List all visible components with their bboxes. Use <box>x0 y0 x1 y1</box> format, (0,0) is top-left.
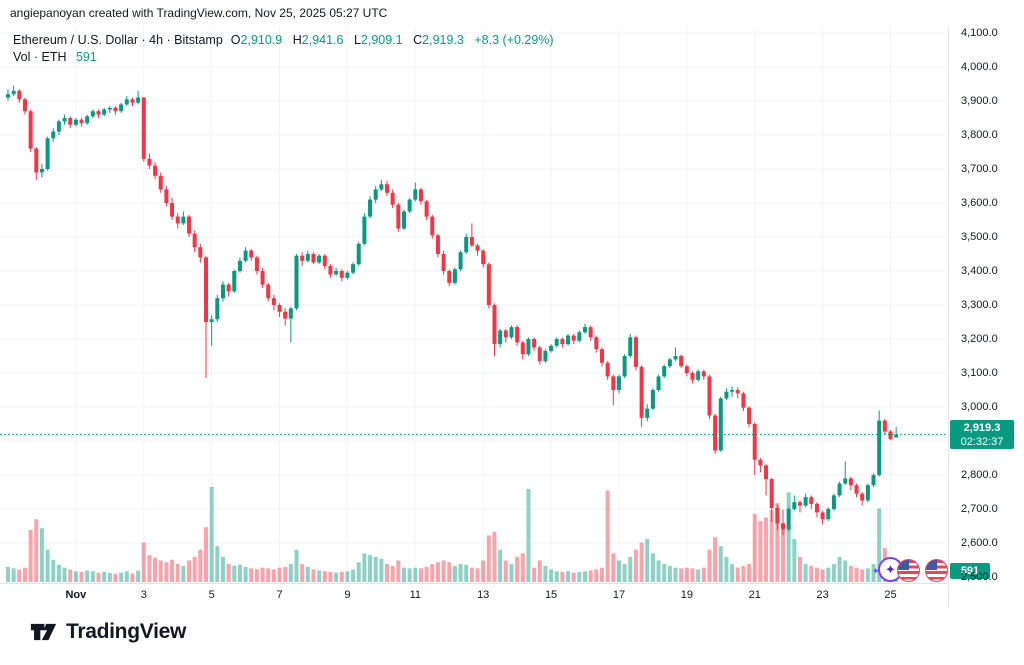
legend-volume-row[interactable]: Vol · ETH 591 <box>13 49 554 66</box>
price-axis-label: 4,100.0 <box>961 27 998 39</box>
time-axis-label: 5 <box>208 589 215 601</box>
legend-symbol-row[interactable]: Ethereum / U.S. Dollar · 4h · Bitstamp O2… <box>13 32 554 49</box>
ohlc-item: L2,909.1 <box>353 33 403 47</box>
price-axis-label: 3,700.0 <box>961 163 998 175</box>
price-axis-label: 2,500.0 <box>961 571 998 583</box>
price-axis-label: 3,200.0 <box>961 333 998 345</box>
candlestick-chart[interactable] <box>0 0 1024 610</box>
ohlc-values: O2,910.9 H2,941.6 L2,909.1 C2,919.3 +8.3… <box>231 33 554 47</box>
symbol-title: Ethereum / U.S. Dollar · 4h · Bitstamp <box>13 33 223 47</box>
price-axis-label: 3,800.0 <box>961 129 998 141</box>
attribution-text: angiepanoyan created with TradingView.co… <box>10 6 388 20</box>
time-axis-label: 11 <box>409 589 422 601</box>
last-price-label: 2,919.3 02:32:37 <box>950 420 1014 450</box>
time-axis-label: 19 <box>680 589 693 601</box>
tradingview-logo[interactable]: TradingView <box>30 620 186 644</box>
price-axis-label: 3,300.0 <box>961 299 998 311</box>
volume-indicator-label: Vol · ETH <box>13 50 67 64</box>
time-scale[interactable]: Nov 3 5 7 9 11 13 15 17 19 21 23 25 <box>0 583 948 609</box>
price-axis-label: 2,800.0 <box>961 469 998 481</box>
ohlc-item: H2,941.6 <box>292 33 344 47</box>
price-axis-label: 3,500.0 <box>961 231 998 243</box>
price-axis-label: 2,600.0 <box>961 537 998 549</box>
ohlc-item: O2,910.9 <box>230 33 283 47</box>
ohlc-item: C2,919.3 <box>413 33 464 47</box>
usd-flag-icon-2 <box>925 559 948 582</box>
volume-indicator-value: 591 <box>75 50 97 64</box>
time-axis-label: 3 <box>140 589 147 601</box>
time-axis-label: 7 <box>276 589 283 601</box>
volume-value-label: 591 <box>950 563 990 579</box>
price-axis-label: 3,100.0 <box>961 367 998 379</box>
price-axis-label: 2,700.0 <box>961 503 998 515</box>
time-axis-label: 15 <box>544 589 558 601</box>
price-axis-label: 3,900.0 <box>961 95 998 107</box>
time-axis-label: 13 <box>477 589 490 601</box>
time-axis-label: 23 <box>816 589 829 601</box>
sparkle-icon: ✦ <box>872 566 880 576</box>
time-axis-label: 25 <box>884 589 897 601</box>
price-axis-label: 3,600.0 <box>961 197 998 209</box>
time-axis-label: 17 <box>612 589 626 601</box>
price-axis-label: 3,000.0 <box>961 401 998 413</box>
time-axis-label: Nov <box>65 589 87 601</box>
time-axis-label: 9 <box>344 589 351 601</box>
chart-legend: Ethereum / U.S. Dollar · 4h · Bitstamp O2… <box>13 32 554 66</box>
time-axis-label: 21 <box>748 589 761 601</box>
tradingview-logo-icon <box>30 623 57 641</box>
bar-countdown: 02:32:37 <box>960 436 1004 449</box>
price-scale[interactable]: 2,919.3 02:32:37 591 4,100.0 4,000.0 3,900… <box>948 26 1024 607</box>
usd-flag-icon <box>897 559 920 582</box>
price-axis-label: 3,400.0 <box>961 265 998 277</box>
price-axis-label: 4,000.0 <box>961 61 998 73</box>
tradingview-logo-text: TradingView <box>66 620 187 643</box>
change-value: +8.3 (+0.29%) <box>474 33 554 47</box>
last-price-value: 2,919.3 <box>963 422 1001 435</box>
